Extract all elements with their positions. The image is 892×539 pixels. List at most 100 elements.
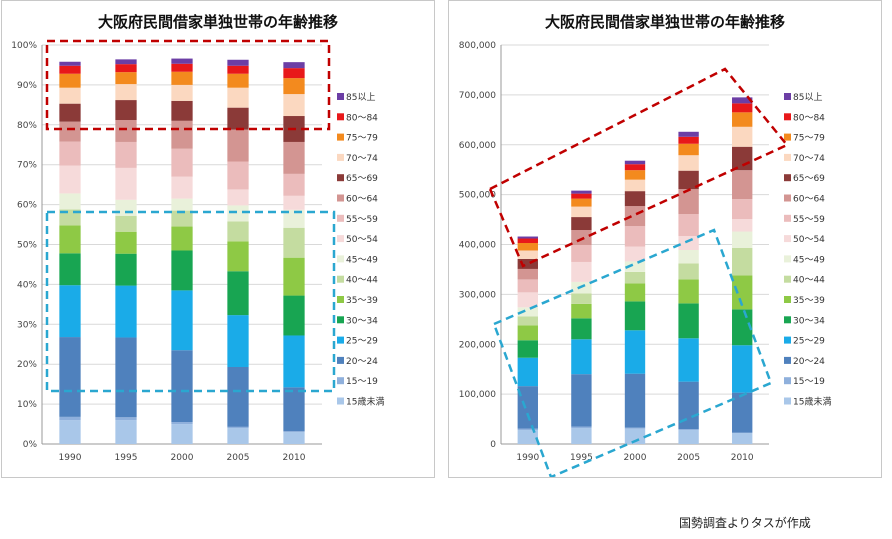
legend-label: 85以上 xyxy=(793,92,822,103)
bar-segment xyxy=(517,236,538,239)
bar-segment xyxy=(227,87,249,108)
x-tick-label: 2005 xyxy=(227,453,250,463)
legend-swatch xyxy=(784,235,791,243)
legend-swatch xyxy=(337,316,344,324)
bar-segment xyxy=(732,219,753,232)
bar-segment xyxy=(283,431,305,433)
bar-segment xyxy=(171,424,193,444)
legend-swatch xyxy=(337,153,344,161)
bar-segment xyxy=(624,428,646,444)
bar-segment xyxy=(624,373,646,428)
bar-segment xyxy=(624,206,646,227)
legend-swatch xyxy=(337,255,344,263)
bar-segment xyxy=(59,253,81,286)
chart-left: 大阪府民間借家単独世帯の年齢推移 0% 10% 20% 30% 40% 50% 60% 70% 8… xyxy=(11,13,384,463)
bar-segment xyxy=(571,293,592,304)
bar-segment xyxy=(59,420,81,444)
bar-segment xyxy=(171,350,193,423)
chart-right: 大阪府民間借家単独世帯の年齢推移 0 100,000 200,000 300,000 40… xyxy=(459,13,831,477)
legend-label: 65～69 xyxy=(793,174,825,184)
bar-segment xyxy=(227,315,249,367)
bar-segment xyxy=(227,161,249,190)
bar-segment xyxy=(732,247,753,276)
bar-segment xyxy=(624,427,646,429)
bar-segment xyxy=(115,199,137,216)
x-tick-label: 1995 xyxy=(115,453,138,463)
bar-segment xyxy=(171,210,193,227)
bar-segment xyxy=(517,430,538,444)
bar-segment xyxy=(624,261,646,272)
bar-segment xyxy=(732,170,753,200)
bar-segment xyxy=(59,165,81,194)
bar-segment xyxy=(517,258,538,269)
legend-label: 70～74 xyxy=(346,154,378,164)
source-note: 国勢調査よりタスが作成 xyxy=(679,516,811,530)
legend-swatch xyxy=(784,296,791,303)
bar-segment xyxy=(283,387,305,432)
bar-segment xyxy=(115,420,137,444)
bar-segment xyxy=(283,209,305,228)
bar-segment xyxy=(571,217,592,231)
y-tick-label: 90% xyxy=(17,81,37,91)
bar-segment xyxy=(571,303,592,319)
bar-segment xyxy=(571,428,592,444)
y-tick-label: 100,000 xyxy=(459,390,496,400)
legend-label: 25～29 xyxy=(793,337,825,347)
legend-label: 50～54 xyxy=(346,235,378,245)
bar-segment xyxy=(115,417,137,421)
bar-segment xyxy=(59,141,81,166)
bar-segment xyxy=(678,263,699,280)
legend-label: 65～69 xyxy=(346,174,378,184)
legend-label: 60～64 xyxy=(346,195,378,205)
bar-segment xyxy=(283,227,305,258)
bar-segment xyxy=(59,87,81,104)
bar-segment xyxy=(517,279,538,293)
bar-segment xyxy=(171,63,193,72)
y-tick-label: 100% xyxy=(11,41,37,51)
bar-segment xyxy=(115,253,137,286)
bar-segment xyxy=(624,191,646,207)
bar-segment xyxy=(732,146,753,171)
bar-segment xyxy=(624,283,646,302)
x-tick-label: 2010 xyxy=(731,453,754,463)
legend-label: 85以上 xyxy=(346,92,375,103)
legend-swatch xyxy=(337,336,344,344)
y-tick-label: 80% xyxy=(17,121,37,131)
bar-segment xyxy=(732,275,753,310)
bar-segment xyxy=(227,426,249,429)
chart-panel-right: 大阪府民間借家単独世帯の年齢推移 0 100,000 200,000 300,000 40… xyxy=(448,0,882,478)
bar-segment xyxy=(624,179,646,192)
bar-segment xyxy=(171,422,193,425)
legend-label: 15～19 xyxy=(346,377,378,387)
bar-segment xyxy=(171,176,193,199)
bar-segment xyxy=(517,357,538,387)
bar-segment xyxy=(517,325,538,341)
bar-segment xyxy=(624,246,646,262)
bar-segment xyxy=(115,64,137,73)
bar-segment xyxy=(517,316,538,326)
bar-segment xyxy=(571,318,592,340)
bar-segment xyxy=(227,205,249,222)
bar-segment xyxy=(571,206,592,218)
y-tick-label: 20% xyxy=(17,360,37,370)
y-tick-label: 600,000 xyxy=(459,141,496,151)
legend-label: 30～34 xyxy=(346,316,378,326)
bar-segment xyxy=(59,65,81,74)
legend-label: 20～24 xyxy=(346,357,378,367)
bar-segment xyxy=(678,430,699,444)
legend-label: 60～64 xyxy=(793,195,825,205)
legend-swatch xyxy=(337,275,344,283)
bar-segment xyxy=(171,71,193,85)
bar-segment xyxy=(283,432,305,444)
legend-swatch xyxy=(337,356,344,364)
legend-label: 45～49 xyxy=(346,255,378,265)
bar-segment xyxy=(571,198,592,207)
bar-segment xyxy=(115,141,137,168)
bar-segment xyxy=(283,195,305,210)
bar-segment xyxy=(624,226,646,247)
bar-segment xyxy=(571,244,592,262)
bar-segment xyxy=(678,131,699,137)
bar-segment xyxy=(678,155,699,171)
bar-segment xyxy=(624,330,646,374)
bar-segment xyxy=(283,173,305,196)
